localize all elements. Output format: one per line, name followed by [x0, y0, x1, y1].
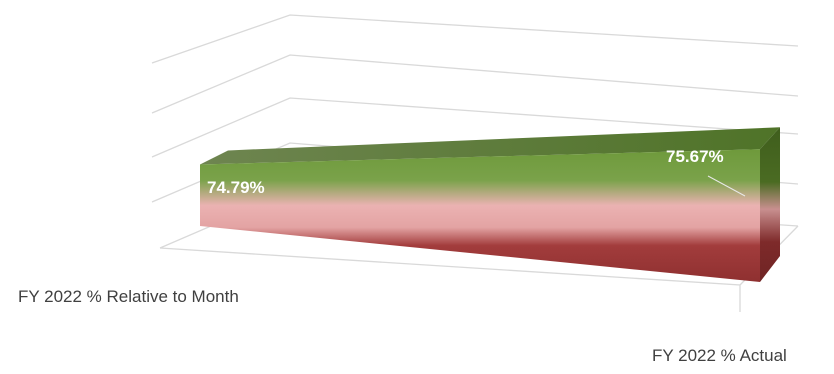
series-side-face [760, 127, 780, 282]
series-front-face [200, 149, 760, 282]
category-label-2: FY 2022 % Actual [652, 346, 787, 365]
data-label-point-1: 74.79% [207, 178, 265, 197]
labels: 74.79% 75.67% FY 2022 % Relative to Month F… [18, 147, 787, 365]
data-label-point-2: 75.67% [666, 147, 724, 166]
category-label-1: FY 2022 % Relative to Month [18, 287, 239, 306]
series-area [200, 127, 780, 282]
gridline-2 [151, 97, 799, 158]
gridline-0 [151, 14, 799, 64]
gridline-1 [151, 54, 799, 114]
data-label-leader [707, 175, 746, 197]
series-top-face [200, 127, 780, 165]
